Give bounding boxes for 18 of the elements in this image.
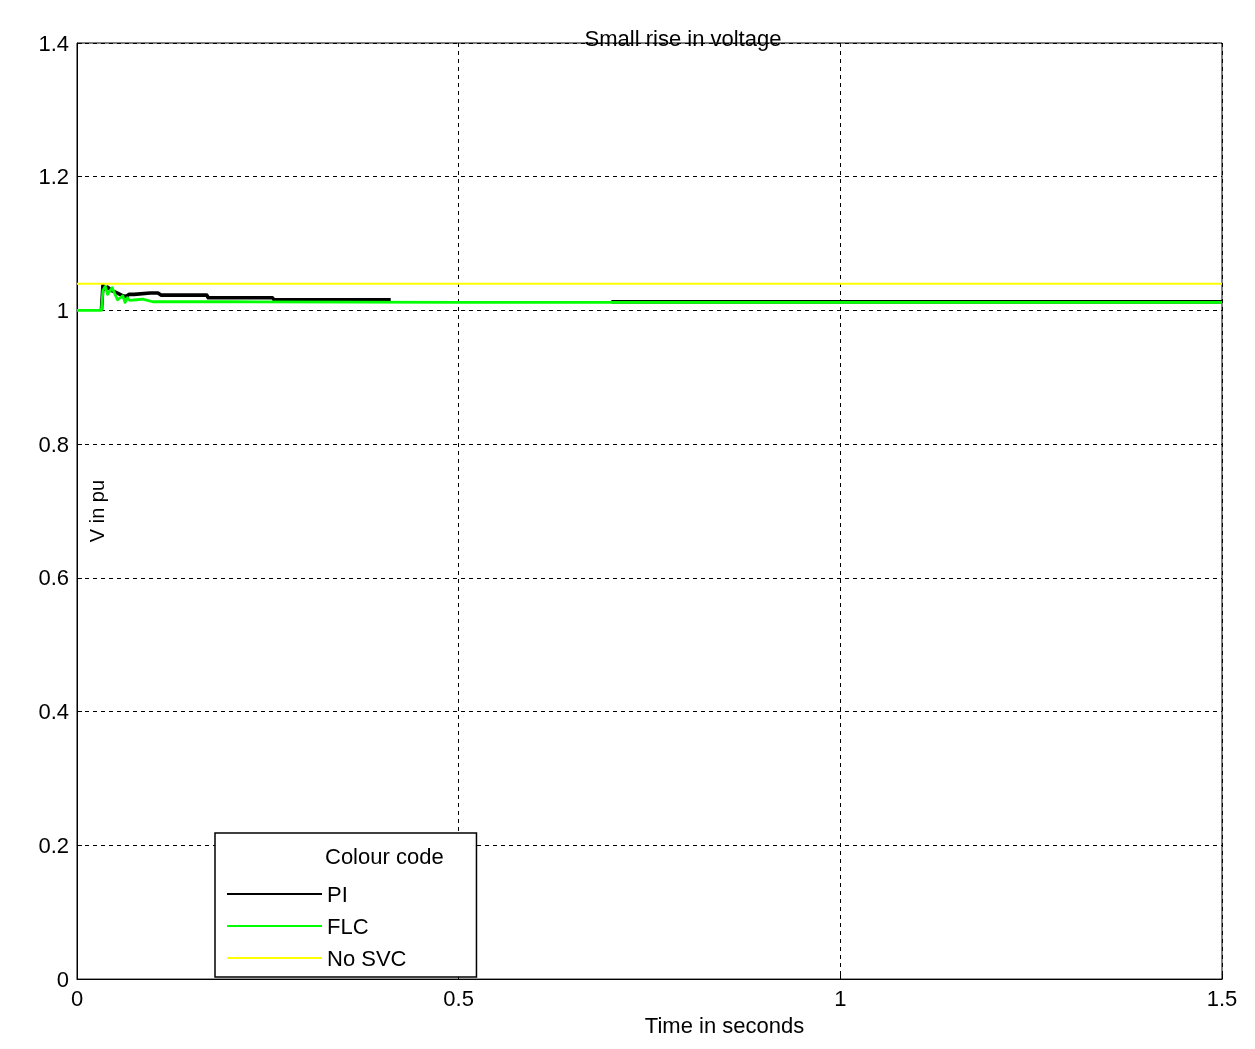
legend-label: FLC: [327, 913, 369, 939]
y-tick-label: 0: [56, 966, 69, 992]
legend-title: Colour code: [325, 843, 444, 869]
x-tick-label: 1: [834, 985, 847, 1011]
y-tick-label: 0.2: [38, 832, 69, 858]
y-axis-title: V in pu: [86, 479, 108, 543]
y-tick-label: 1.2: [38, 164, 69, 190]
x-tick-label: 0.5: [443, 985, 474, 1011]
chart-title: Small rise in voltage: [584, 25, 782, 51]
x-tick-label: 1.5: [1206, 985, 1238, 1011]
y-tick-label: 0.8: [38, 431, 69, 457]
x-axis-title: Time in seconds: [644, 1012, 805, 1038]
legend-label: PI: [327, 881, 348, 907]
y-tick-label: 1.4: [38, 30, 69, 56]
legend-label: No SVC: [327, 945, 407, 971]
y-tick-label: 1: [56, 297, 69, 323]
y-tick-label: 0.4: [38, 699, 69, 725]
y-tick-label: 0.6: [38, 565, 69, 591]
